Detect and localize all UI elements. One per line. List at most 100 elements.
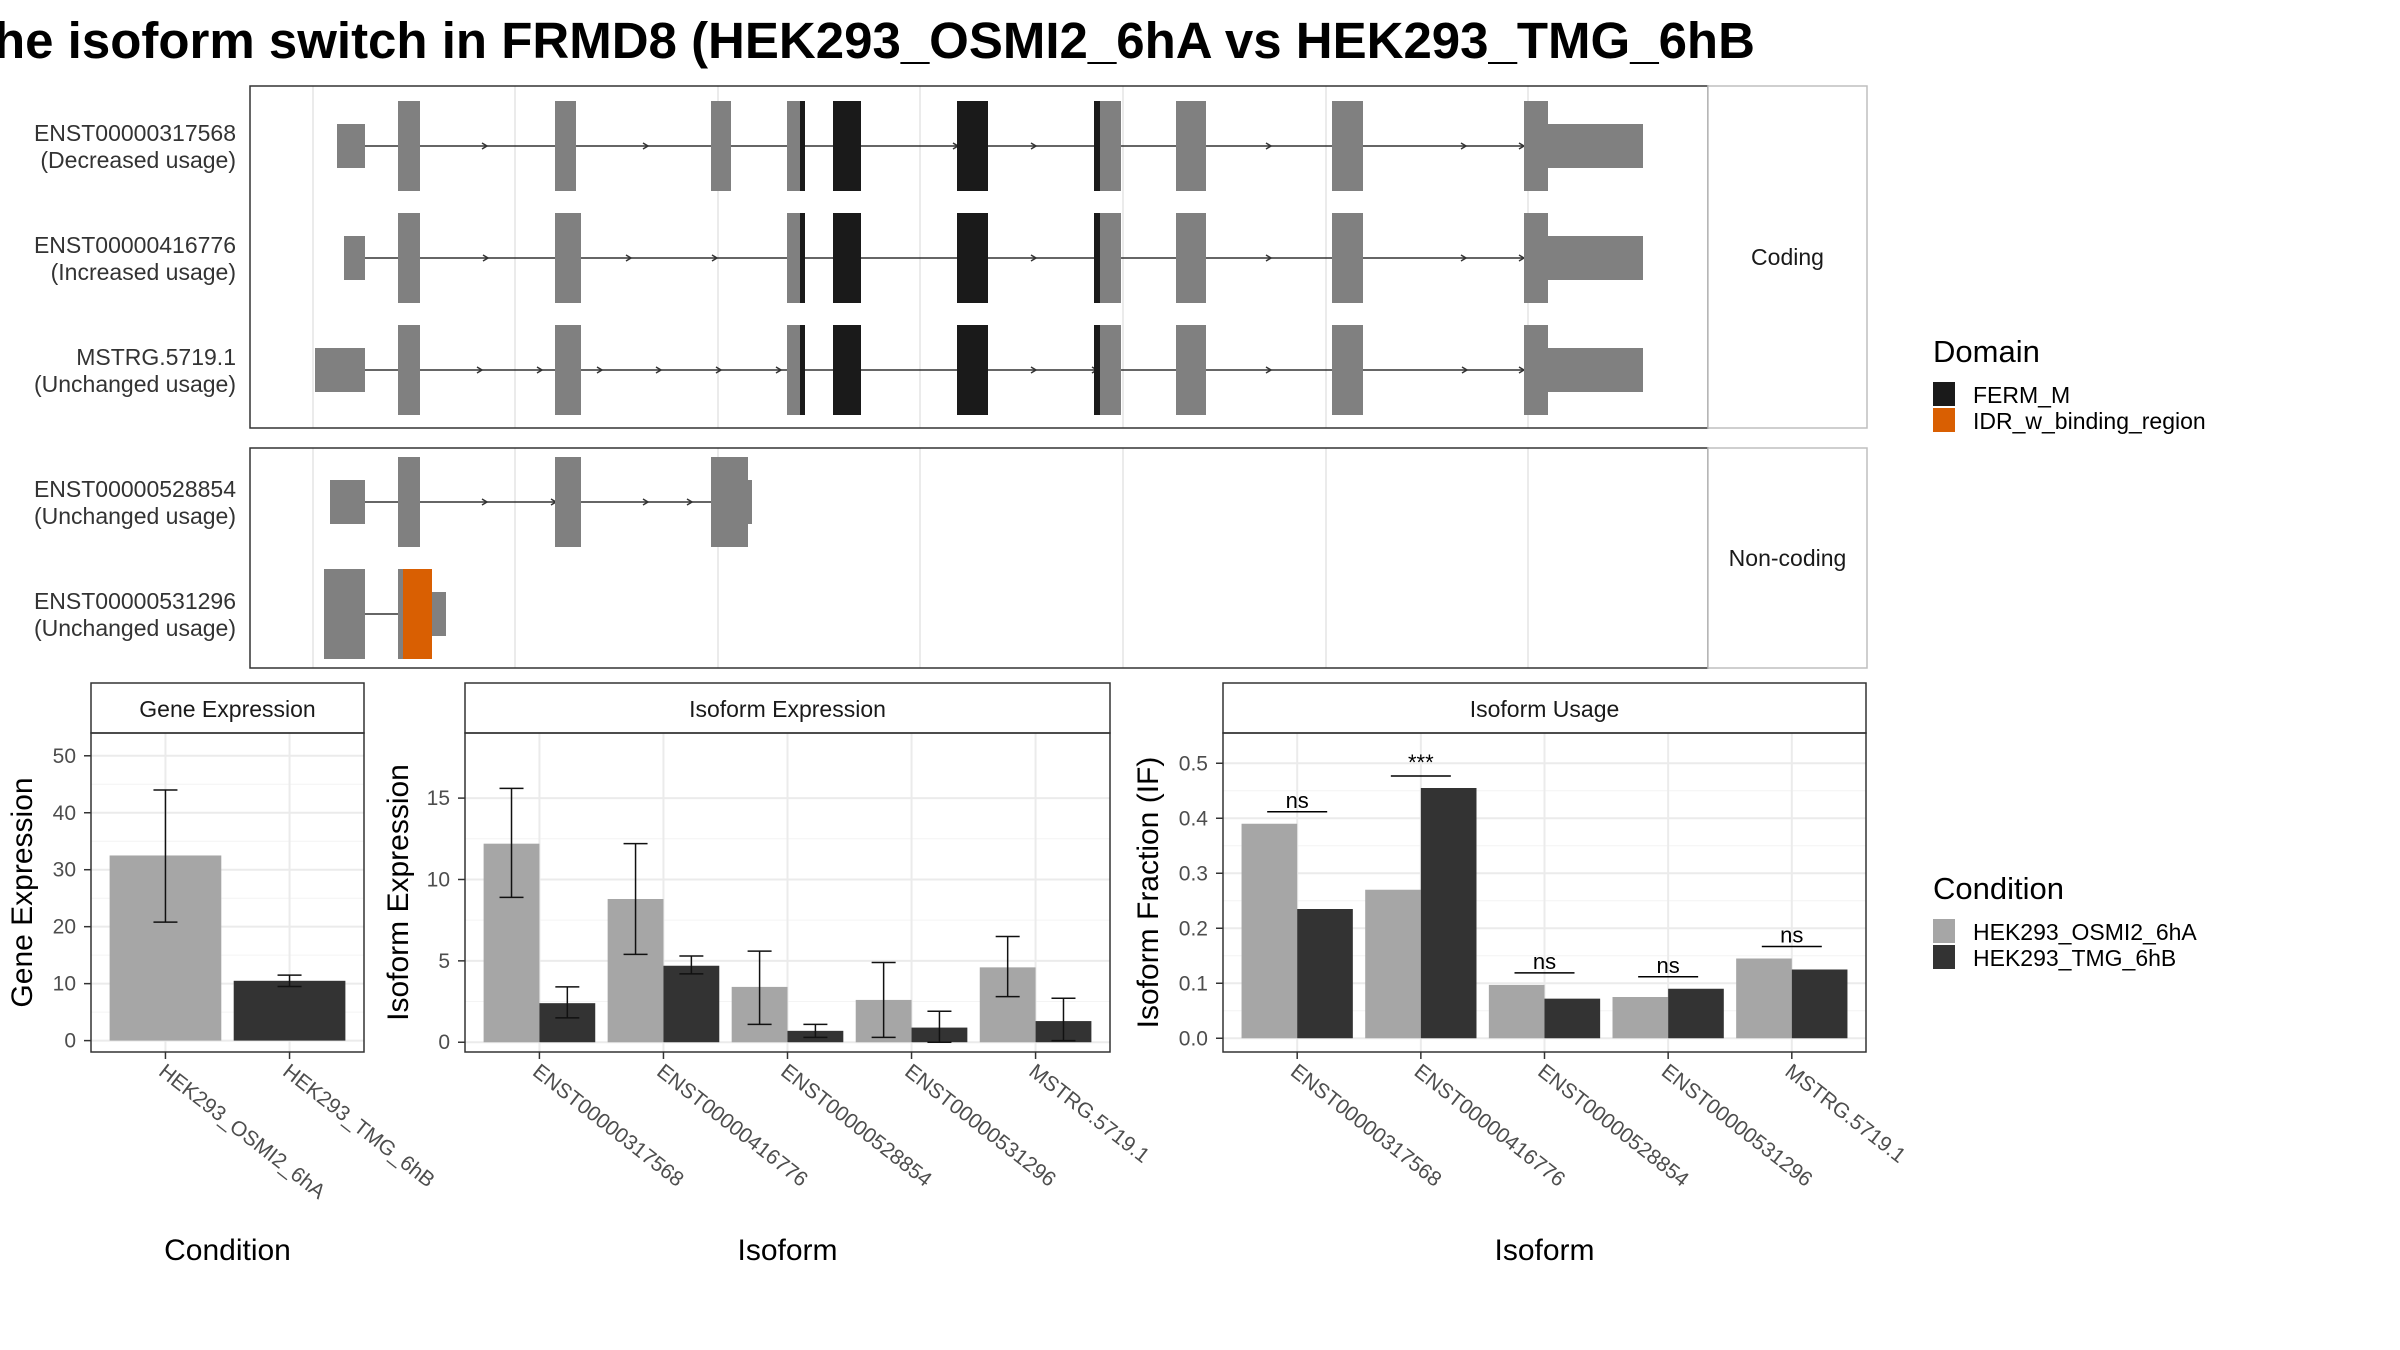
bar [234, 981, 346, 1041]
exon [711, 101, 731, 191]
significance-label: ns [1657, 953, 1680, 978]
significance-label: ns [1780, 923, 1803, 948]
exon [337, 124, 365, 168]
exon [555, 101, 576, 191]
exon [398, 213, 420, 303]
y-tick-label: 0 [64, 1030, 76, 1053]
exon [1524, 325, 1548, 415]
panel-title: Gene Expression [139, 696, 315, 722]
exon [1332, 101, 1363, 191]
exon [748, 480, 752, 524]
transcript-id-label: ENST00000531296 [34, 588, 236, 614]
exon [324, 569, 365, 659]
transcript-id-label: MSTRG.5719.1 [76, 344, 236, 370]
x-tick-label: MSTRG.5719.1 [1024, 1060, 1153, 1168]
x-tick-label: MSTRG.5719.1 [1781, 1060, 1910, 1168]
legend-domain: Domain FERM_MIDR_w_binding_region [1933, 334, 2206, 434]
bar [1365, 890, 1421, 1039]
ferm-domain [1094, 325, 1100, 415]
significance-label: ns [1286, 788, 1309, 813]
exon [1548, 236, 1643, 280]
y-tick-label: 0.0 [1179, 1027, 1208, 1050]
facet-panel-bg [250, 448, 1708, 668]
y-tick-label: 5 [438, 950, 450, 973]
y-tick-label: 40 [53, 802, 76, 825]
legend-key [1933, 408, 1955, 432]
x-axis-title: Isoform [737, 1234, 837, 1267]
y-tick-label: 0.4 [1179, 807, 1209, 830]
y-axis-title: Gene Expression [6, 777, 39, 1007]
legend-title: Domain [1933, 334, 2040, 369]
legend-key [1933, 919, 1955, 943]
y-axis-title: Isoform Fraction (IF) [1132, 757, 1165, 1029]
bar [1545, 999, 1601, 1039]
bar [1421, 788, 1477, 1038]
y-axis-title: Isoform Expression [382, 764, 415, 1021]
idr-domain [403, 569, 432, 659]
x-axis-title: Condition [164, 1234, 291, 1267]
significance-label: *** [1408, 750, 1434, 775]
bar [663, 966, 719, 1042]
exon [1176, 213, 1206, 303]
exon [330, 480, 365, 524]
exon [398, 101, 420, 191]
exon [1332, 325, 1363, 415]
exon [1524, 101, 1548, 191]
bar [1242, 824, 1298, 1039]
ferm-domain [800, 101, 805, 191]
exon [1176, 325, 1206, 415]
exon [398, 325, 420, 415]
figure-title: he isoform switch in FRMD8 (HEK293_OSMI2… [0, 12, 1755, 69]
chart-panel-1: Isoform Expression051015ENST00000317568E… [382, 683, 1154, 1267]
ferm-domain [1094, 101, 1100, 191]
facet-strip-label: Non-coding [1729, 545, 1847, 571]
y-tick-label: 10 [53, 973, 76, 996]
bar [1489, 985, 1545, 1038]
y-tick-label: 50 [53, 745, 76, 768]
legend-label: HEK293_OSMI2_6hA [1973, 919, 2197, 945]
figure: he isoform switch in FRMD8 (HEK293_OSMI2… [0, 0, 2400, 1350]
transcript-usage-label: (Increased usage) [51, 259, 236, 285]
legend-label: HEK293_TMG_6hB [1973, 945, 2176, 971]
exon [1548, 348, 1643, 392]
chart-panel-2: Isoform Usage ns *** ns ns ns 0.0 0.1 0.2 0.3 0.4 0… [1132, 683, 1910, 1267]
exon [1332, 213, 1363, 303]
exon [432, 592, 446, 636]
bar [1297, 909, 1353, 1038]
exon [555, 457, 581, 547]
exon [1524, 213, 1548, 303]
y-tick-label: 30 [53, 859, 76, 882]
ferm-domain [800, 325, 805, 415]
legend-key [1933, 945, 1955, 969]
exon [711, 457, 748, 547]
transcript-id-label: ENST00000528854 [34, 476, 236, 502]
exon [555, 213, 581, 303]
transcript-structure-plot: Coding Non-coding ENST00000317568(Decrease… [34, 86, 1867, 668]
legend-key [1933, 382, 1955, 406]
ferm-domain [800, 213, 805, 303]
y-tick-label: 15 [427, 787, 450, 810]
transcript-usage-label: (Decreased usage) [40, 147, 236, 173]
transcript-usage-label: (Unchanged usage) [34, 503, 236, 529]
exon [398, 457, 420, 547]
y-tick-label: 0.3 [1179, 862, 1208, 885]
significance-label: ns [1533, 949, 1556, 974]
transcript-id-label: ENST00000416776 [34, 232, 236, 258]
ferm-domain [957, 101, 988, 191]
expression-charts: Gene Expression01020304050HEK293_OSMI2_6… [6, 683, 1910, 1267]
structure-facet-1: Non-coding [250, 448, 1867, 668]
chart-panel-0: Gene Expression01020304050HEK293_OSMI2_6… [6, 683, 439, 1267]
exon [315, 348, 365, 392]
ferm-domain [957, 325, 988, 415]
ferm-domain [833, 213, 861, 303]
exon [1176, 101, 1206, 191]
bar [1736, 959, 1792, 1039]
exon [1548, 124, 1643, 168]
legend-label: IDR_w_binding_region [1973, 408, 2206, 434]
transcript-usage-label: (Unchanged usage) [34, 371, 236, 397]
legend-label: FERM_M [1973, 382, 2070, 408]
y-tick-label: 20 [53, 916, 76, 939]
legend-title: Condition [1933, 871, 2064, 906]
